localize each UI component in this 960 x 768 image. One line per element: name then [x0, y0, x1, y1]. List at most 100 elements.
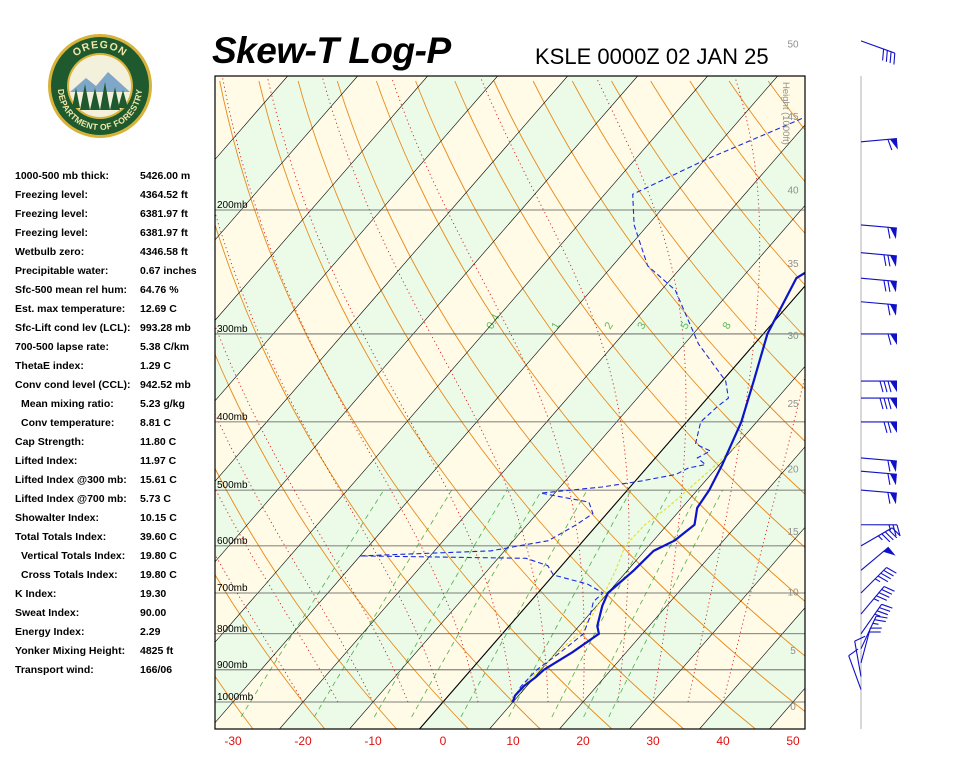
- mixing-ratio-line: [508, 489, 632, 718]
- pressure-label: 500mb: [217, 480, 248, 491]
- index-row: Lifted Index: 11.97 C: [15, 455, 215, 474]
- wind-barb-flag: [881, 589, 893, 595]
- wind-barb-flag: [876, 610, 888, 616]
- index-label: Sfc-Lift cond lev (LCL):: [15, 322, 131, 334]
- dry-adiabat-line: [0, 81, 181, 729]
- pressure-label: 900mb: [217, 660, 248, 671]
- index-value: 11.80 C: [140, 436, 177, 448]
- wind-barb-staff: [848, 655, 862, 690]
- dry-adiabat-line: [650, 80, 805, 286]
- parcel-path-line: [509, 443, 740, 703]
- wind-barb-flag: [881, 603, 893, 609]
- wind-barb-half-flag: [877, 535, 883, 541]
- height-tick-label: 45: [787, 112, 799, 123]
- wind-barb-staff: [860, 567, 887, 594]
- wind-barb-flag: [883, 280, 887, 292]
- wind-barb-pennant: [889, 280, 897, 293]
- wind-barb-flag: [887, 421, 892, 434]
- isotherm-line: [215, 76, 638, 563]
- wind-barbs: [848, 40, 901, 690]
- wind-barb-staff: [860, 489, 897, 494]
- index-row: Wetbulb zero: 4346.58 ft: [15, 246, 215, 265]
- index-row: Transport wind: 166/06: [15, 664, 215, 683]
- dry-adiabat-line: [454, 80, 805, 549]
- index-value: 993.28 mb: [140, 322, 191, 334]
- index-row: Yonker Mixing Height: 4825 ft: [15, 645, 215, 664]
- index-value: 19.80 C: [140, 569, 177, 581]
- pressure-label: 200mb: [217, 200, 248, 211]
- wind-barb: [860, 252, 897, 267]
- x-tick-label: 30: [646, 734, 660, 748]
- mixing-ratio-line: [411, 489, 543, 718]
- isotherm-line: [349, 204, 805, 729]
- wind-barb-flag: [881, 533, 891, 543]
- dry-adiabat-line: [532, 80, 805, 442]
- index-label: Freezing level:: [15, 189, 88, 201]
- index-label: Cap Strength:: [15, 436, 85, 448]
- logo-trees-icon: [72, 82, 128, 110]
- index-row: Freezing level: 4364.52 ft: [15, 189, 215, 208]
- chart-title: Skew-T Log-P: [212, 30, 451, 71]
- mixing-ratio-label: 3: [635, 320, 648, 331]
- isotherm-line: [215, 76, 708, 643]
- wind-barb-flag: [887, 492, 891, 504]
- index-row: Sweat Index: 90.00: [15, 607, 215, 626]
- wind-barb-flag: [854, 635, 866, 642]
- dry-adiabat-line: [847, 81, 960, 729]
- height-tick-label: 40: [787, 185, 799, 196]
- wind-barb-pennant: [890, 421, 897, 433]
- plot-frame: [214, 75, 806, 730]
- index-row: 1000-500 mb thick: 5426.00 m: [15, 170, 215, 189]
- wind-barb-flag: [883, 380, 888, 393]
- index-value: 90.00: [140, 607, 167, 619]
- wind-barb-flag: [896, 524, 901, 536]
- isotherm-line: [489, 365, 805, 729]
- wind-barb-half-flag: [873, 598, 880, 602]
- mixing-ratio-label: 1: [549, 320, 562, 331]
- wind-barb: [860, 567, 897, 594]
- wind-barb: [860, 224, 897, 239]
- height-tick-label: 20: [787, 465, 799, 476]
- wind-barb: [860, 527, 901, 547]
- index-row: ThetaE index: 1.29 C: [15, 360, 215, 379]
- moist-adiabat-line: [215, 211, 444, 703]
- index-value: 10.15 C: [140, 512, 177, 524]
- isotherm-line: [215, 76, 358, 241]
- mixing-ratio-label: 2: [603, 320, 616, 331]
- mixing-ratio-line: [608, 489, 723, 718]
- height-tick-label: 5: [790, 646, 796, 657]
- wind-barb-staff: [860, 301, 897, 306]
- wind-barb-half-flag: [874, 578, 881, 583]
- wind-barb-flag: [887, 304, 891, 316]
- index-value: 11.97 C: [140, 455, 177, 467]
- x-tick-label: 0: [440, 734, 447, 748]
- isotherm-line: [559, 446, 805, 729]
- index-row: 700-500 lapse rate: 5.38 C/km: [15, 341, 215, 360]
- dry-adiabat-line: [219, 80, 613, 729]
- height-tick-label: 0: [790, 702, 796, 713]
- wind-barb-flag: [887, 380, 892, 393]
- isotherm-line: [279, 124, 805, 729]
- index-row: K Index: 19.30: [15, 588, 215, 607]
- pressure-label: 400mb: [217, 412, 248, 423]
- index-row: Conv cond level (CCL): 942.52 mb: [15, 379, 215, 398]
- dry-adiabats: [0, 80, 960, 729]
- height-tick-label: 25: [787, 399, 799, 410]
- index-label: Est. max temperature:: [15, 303, 126, 315]
- wind-barb-flag: [876, 595, 888, 601]
- wind-barb-flag: [874, 619, 886, 623]
- wind-barb-pennant: [889, 304, 897, 316]
- mixing-ratio-line: [240, 489, 385, 718]
- wind-barb-flag: [884, 531, 894, 541]
- dry-adiabat-line: [925, 81, 960, 729]
- index-label: Conv temperature:: [21, 417, 115, 429]
- index-value: 166/06: [140, 664, 173, 676]
- index-row: Mean mixing ratio: 5.23 g/kg: [15, 398, 215, 417]
- wind-barb-flag: [883, 569, 894, 577]
- dewpoint-line: [360, 116, 805, 703]
- wind-barb: [860, 277, 897, 293]
- wind-barb-pennant: [889, 460, 897, 472]
- wind-barb-flag: [883, 397, 888, 410]
- index-value: 4825 ft: [140, 645, 174, 657]
